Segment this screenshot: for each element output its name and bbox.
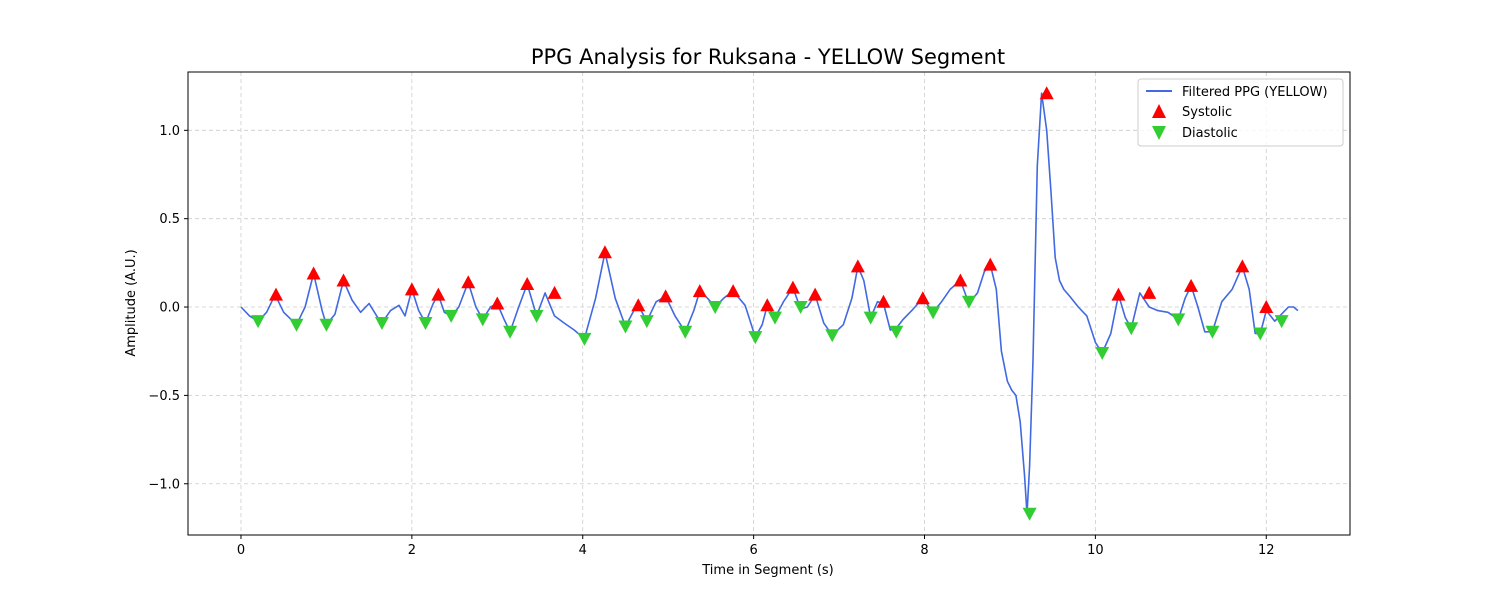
- diastolic-trough-marker: [374, 316, 389, 330]
- x-tick-label: 2: [408, 543, 416, 558]
- diastolic-trough-marker: [529, 309, 544, 323]
- diastolic-trough-marker: [926, 306, 941, 320]
- systolic-peak-marker: [490, 296, 505, 310]
- systolic-peak-marker: [983, 257, 998, 271]
- systolic-peak-marker: [306, 266, 321, 280]
- x-tick-label: 12: [1258, 543, 1275, 558]
- diastolic-trough-marker: [444, 309, 459, 323]
- systolic-peak-marker: [431, 287, 446, 301]
- diastolic-trough-marker: [1095, 346, 1110, 360]
- diastolic-trough-marker: [618, 320, 633, 334]
- y-tick-label: 1.0: [159, 124, 180, 139]
- diastolic-trough-marker: [748, 331, 763, 345]
- diastolic-trough-marker: [1124, 322, 1139, 336]
- x-axis-label: Time in Segment (s): [701, 563, 833, 578]
- diastolic-trough-marker: [1274, 315, 1289, 329]
- axis-ticks: 0 2 4 6 8 10 12 −1.0 −0.5 0.0 0.5 1.0: [148, 124, 1274, 558]
- legend-label-diastolic: Diastolic: [1182, 126, 1238, 141]
- chart-title: PPG Analysis for Ruksana - YELLOW Segmen…: [531, 45, 1005, 69]
- diastolic-trough-marker: [1205, 325, 1220, 339]
- x-tick-label: 6: [749, 543, 757, 558]
- legend-diastolic-triangle-icon: [1152, 126, 1166, 140]
- legend-systolic-triangle-icon: [1152, 104, 1166, 118]
- diastolic-trough-marker: [1022, 507, 1037, 521]
- diastolic-trough-marker: [708, 301, 723, 315]
- diastolic-trough-marker: [678, 325, 693, 339]
- diastolic-trough-marker: [503, 325, 518, 339]
- legend-label-filtered: Filtered PPG (YELLOW): [1182, 85, 1328, 100]
- systolic-peak-marker: [726, 284, 741, 298]
- systolic-peak-marker: [1235, 259, 1250, 273]
- diastolic-trough-marker: [319, 318, 334, 332]
- x-tick-label: 0: [237, 543, 245, 558]
- diastolic-trough-marker: [961, 295, 976, 309]
- systolic-peak-marker: [915, 291, 930, 305]
- diastolic-trough-marker: [639, 315, 654, 329]
- systolic-peak-marker: [850, 259, 865, 273]
- diastolic-trough-marker: [577, 332, 592, 346]
- systolic-peak-marker: [404, 282, 419, 296]
- diastolic-trough-marker: [289, 318, 304, 332]
- x-tick-label: 4: [579, 543, 587, 558]
- x-tick-label: 10: [1087, 543, 1104, 558]
- legend: Filtered PPG (YELLOW) Systolic Diastolic: [1137, 78, 1344, 147]
- systolic-peak-marker: [658, 289, 673, 303]
- systolic-peak-marker: [336, 273, 351, 287]
- plot-frame: [187, 71, 1351, 536]
- diastolic-trough-marker: [793, 301, 808, 315]
- systolic-peak-marker: [1184, 278, 1199, 292]
- systolic-peak-marker: [1259, 300, 1274, 314]
- systolic-peak-marker: [1039, 86, 1054, 100]
- systolic-peak-marker: [692, 284, 707, 298]
- diastolic-trough-marker: [889, 325, 904, 339]
- diastolic-trough-marker: [251, 315, 266, 329]
- systolic-peak-marker: [269, 287, 284, 301]
- legend-box: [1137, 78, 1344, 147]
- systolic-peak-marker: [876, 294, 891, 308]
- systolic-peak-marker: [461, 275, 476, 289]
- diastolic-trough-marker: [418, 316, 433, 330]
- systolic-peak-marker: [631, 298, 646, 312]
- peak-markers-layer: [251, 86, 1289, 521]
- systolic-peak-marker: [808, 287, 823, 301]
- y-tick-label: −1.0: [148, 477, 180, 492]
- systolic-peak-marker: [597, 245, 612, 259]
- y-tick-label: 0.0: [159, 301, 180, 316]
- systolic-peak-marker: [520, 277, 535, 291]
- diastolic-trough-marker: [475, 313, 490, 327]
- systolic-peak-marker: [547, 285, 562, 299]
- y-tick-label: 0.5: [159, 212, 180, 227]
- y-axis-label: Amplitude (A.U.): [124, 249, 139, 356]
- y-tick-label: −0.5: [148, 389, 180, 404]
- diastolic-trough-marker: [1253, 327, 1268, 341]
- systolic-peak-marker: [1111, 287, 1126, 301]
- systolic-peak-marker: [785, 280, 800, 294]
- diastolic-trough-marker: [825, 329, 840, 343]
- systolic-peak-marker: [760, 298, 775, 312]
- legend-label-systolic: Systolic: [1182, 105, 1232, 120]
- x-tick-label: 8: [920, 543, 928, 558]
- systolic-peak-marker: [1142, 285, 1157, 299]
- diastolic-trough-marker: [1171, 313, 1186, 327]
- diastolic-trough-marker: [767, 311, 782, 325]
- systolic-peak-marker: [953, 273, 968, 287]
- diastolic-trough-marker: [863, 311, 878, 325]
